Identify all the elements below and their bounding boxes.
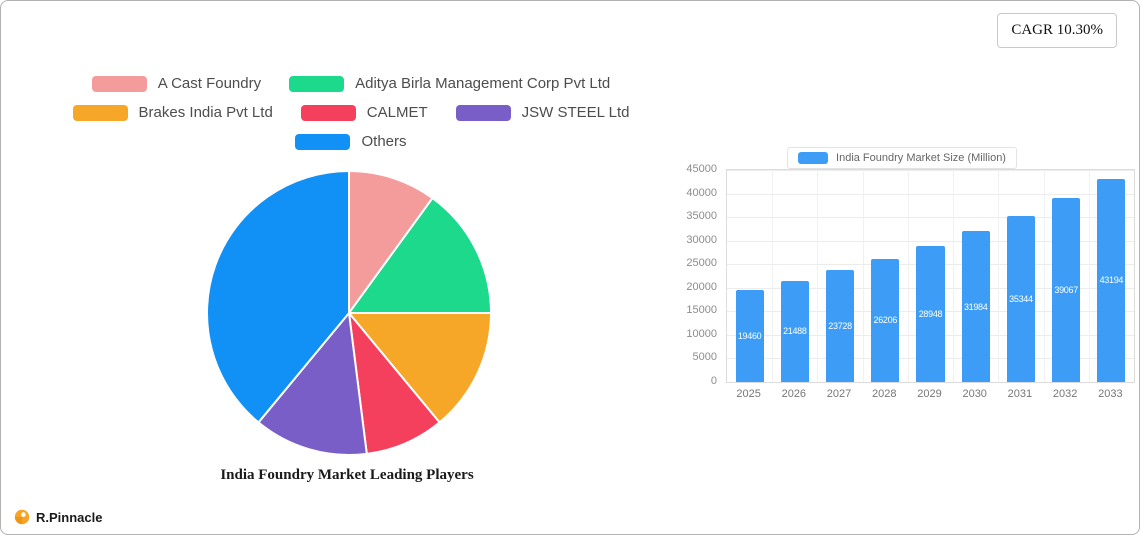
bar-slot: 28948 — [908, 170, 953, 382]
bar-2028: 26206 — [871, 258, 900, 382]
x-tick-label: 2025 — [736, 388, 761, 400]
bar-slot: 26206 — [863, 170, 908, 382]
bar-chart-legend[interactable]: India Foundry Market Size (Million) — [787, 147, 1017, 169]
x-tick-label: 2031 — [1007, 388, 1033, 400]
pie-chart-title: India Foundry Market Leading Players — [220, 467, 474, 483]
pie-legend: A Cast Foundry Aditya Birla Management Co… — [51, 75, 651, 150]
bar-value-label: 28948 — [918, 308, 943, 319]
x-tick-label: 2028 — [872, 388, 897, 400]
pie-chart — [203, 167, 495, 459]
y-tick-label: 25000 — [686, 257, 717, 270]
y-tick-label: 5000 — [692, 351, 717, 364]
x-tick-label: 2032 — [1052, 388, 1078, 400]
pie-legend-row: Brakes India Pvt Ltd CALMET JSW STEEL Ltd — [72, 104, 630, 121]
y-tick-label: 30000 — [686, 233, 717, 246]
legend-item-1[interactable]: Aditya Birla Management Corp Pvt Ltd — [289, 75, 610, 92]
bar-x-axis: 2025 2026 2027 2028 2029 2030 2031 2032 2033 — [726, 388, 1133, 400]
legend-swatch — [72, 104, 128, 121]
bar-legend-label: India Foundry Market Size (Million) — [836, 152, 1006, 164]
pie-slice-2 — [346, 312, 493, 424]
legend-item-5[interactable]: Others — [295, 133, 407, 150]
bar-slot: 39067 — [1044, 170, 1089, 382]
bar-2025: 19460 — [735, 290, 764, 382]
y-tick-label: 45000 — [686, 163, 717, 175]
y-tick-label: 20000 — [686, 280, 717, 293]
bar-slot: 31984 — [953, 170, 998, 382]
legend-swatch — [300, 104, 356, 121]
y-tick-label: 15000 — [686, 304, 717, 317]
x-tick-label: 2033 — [1098, 388, 1123, 400]
legend-swatch — [295, 133, 351, 150]
legend-item-4[interactable]: JSW STEEL Ltd — [455, 104, 630, 121]
bar-slot: 21488 — [772, 170, 817, 382]
bar-2033: 43194 — [1097, 178, 1126, 382]
pie-slice-1 — [347, 196, 493, 314]
bar-value-label: 35344 — [1009, 293, 1033, 304]
pie-slice-0 — [348, 169, 434, 317]
bar-value-label: 43194 — [1099, 275, 1124, 286]
brand-watermark: R.Pinnacle — [14, 509, 102, 525]
bar-2032: 39067 — [1052, 198, 1081, 382]
bar-slot: 35344 — [998, 170, 1043, 382]
bar-value-label: 31984 — [963, 301, 988, 312]
legend-label: CALMET — [366, 104, 428, 121]
pie-legend-row: A Cast Foundry Aditya Birla Management Co… — [91, 75, 610, 92]
y-tick-label: 0 — [710, 375, 717, 387]
pie-legend-row: Others — [295, 133, 407, 150]
x-tick-label: 2027 — [826, 388, 852, 400]
legend-item-2[interactable]: Brakes India Pvt Ltd — [72, 104, 273, 121]
legend-item-3[interactable]: CALMET — [300, 104, 428, 121]
bar-series: 19460 21488 23728 26206 28948 31984 35344 39067… — [727, 170, 1134, 382]
pie-slice-4 — [257, 310, 368, 456]
bar-chart-plot: 19460 21488 23728 26206 28948 31984 35344 39067… — [726, 169, 1135, 383]
bar-legend-swatch — [798, 152, 829, 164]
bar-value-label: 39067 — [1054, 285, 1078, 295]
bar-2029: 28948 — [916, 245, 945, 382]
legend-label: JSW STEEL Ltd — [521, 104, 630, 121]
x-tick-label: 2030 — [962, 388, 987, 400]
bar-value-label: 21488 — [783, 326, 807, 337]
cagr-badge: CAGR 10.30% — [997, 13, 1117, 48]
legend-label: Others — [361, 133, 407, 150]
bar-slot: 19460 — [727, 170, 772, 382]
bar-value-label: 26206 — [873, 315, 898, 326]
legend-label: Aditya Birla Management Corp Pvt Ltd — [355, 75, 611, 92]
y-tick-label: 35000 — [686, 210, 717, 223]
y-tick-label: 40000 — [686, 186, 717, 199]
bar-slot: 23728 — [817, 170, 862, 382]
legend-label: Brakes India Pvt Ltd — [138, 104, 273, 121]
y-tick-label: 10000 — [686, 327, 717, 340]
bar-value-label: 23728 — [828, 321, 852, 332]
pie-slice-5 — [206, 169, 350, 424]
x-tick-label: 2026 — [781, 388, 807, 400]
bar-2030: 31984 — [961, 231, 990, 382]
bar-2031: 35344 — [1006, 215, 1035, 382]
legend-item-0[interactable]: A Cast Foundry — [91, 75, 262, 92]
x-tick-label: 2029 — [917, 388, 942, 400]
bar-y-axis: 0 5000 10000 15000 20000 25000 30000 35000 40000… — [653, 163, 717, 387]
bar-slot: 43194 — [1089, 170, 1134, 382]
legend-swatch — [91, 75, 147, 92]
bar-2026: 21488 — [780, 280, 809, 382]
brand-logo-icon — [14, 509, 30, 525]
brand-name: R.Pinnacle — [36, 509, 103, 525]
pie-slice-3 — [347, 309, 441, 455]
bar-2027: 23728 — [826, 270, 855, 382]
legend-swatch — [289, 75, 345, 92]
bar-value-label: 19460 — [737, 331, 762, 342]
legend-label: A Cast Foundry — [157, 75, 262, 92]
legend-swatch — [455, 104, 511, 121]
pie-chart-svg — [206, 169, 493, 456]
